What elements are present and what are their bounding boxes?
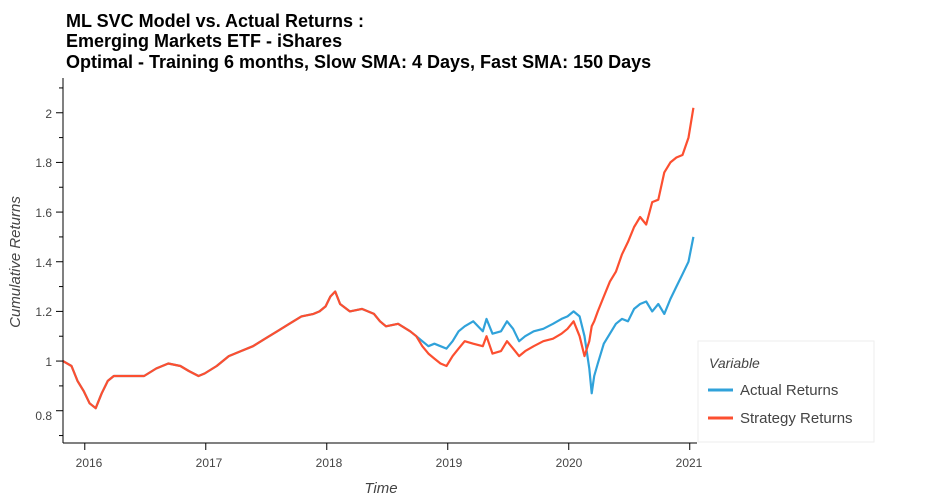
- y-axis-label: Cumulative Returns: [7, 196, 24, 328]
- x-tick-label: 2016: [76, 456, 103, 470]
- legend-item-strategy-returns[interactable]: Strategy Returns: [708, 410, 853, 427]
- y-tick-label: 0.8: [35, 409, 52, 423]
- y-axis: 0.8 1 1.2 1.4 1.6 1.8 2 Cumulative Retur…: [7, 78, 64, 443]
- x-tick-label: 2021: [676, 456, 703, 470]
- legend[interactable]: Variable Actual Returns Strategy Returns: [697, 340, 875, 443]
- legend-label: Actual Returns: [740, 382, 838, 399]
- y-tick-marks: [56, 87, 63, 437]
- x-tick-label: 2020: [556, 456, 583, 470]
- x-tick-label: 2019: [436, 456, 463, 470]
- series-line-actual-returns: [62, 236, 695, 410]
- y-tick-label: 1.6: [35, 206, 52, 220]
- x-axis: 2016 2017 2018 2019 2020 2021 Time: [63, 442, 703, 497]
- y-tick-label: 1: [45, 355, 52, 369]
- y-tick-label: 1.2: [35, 305, 52, 319]
- legend-title: Variable: [709, 355, 760, 371]
- x-axis-label: Time: [364, 480, 397, 497]
- y-tick-label: 2: [45, 107, 52, 121]
- x-tick-label: 2018: [316, 456, 343, 470]
- chart-title-line-1: ML SVC Model vs. Actual Returns :: [66, 11, 364, 31]
- x-tick-label: 2017: [196, 456, 223, 470]
- legend-label: Strategy Returns: [740, 410, 853, 427]
- y-tick-label: 1.8: [35, 156, 52, 170]
- plot-area: [62, 107, 695, 410]
- series-line-strategy-returns: [62, 107, 695, 410]
- y-tick-label: 1.4: [35, 256, 52, 270]
- chart-title-line-3: Optimal - Training 6 months, Slow SMA: 4…: [66, 52, 651, 72]
- chart-title-line-2: Emerging Markets ETF - iShares: [66, 31, 342, 51]
- x-tick-marks: [84, 443, 691, 450]
- chart-title: ML SVC Model vs. Actual Returns : Emergi…: [66, 11, 651, 72]
- legend-item-actual-returns[interactable]: Actual Returns: [708, 382, 838, 399]
